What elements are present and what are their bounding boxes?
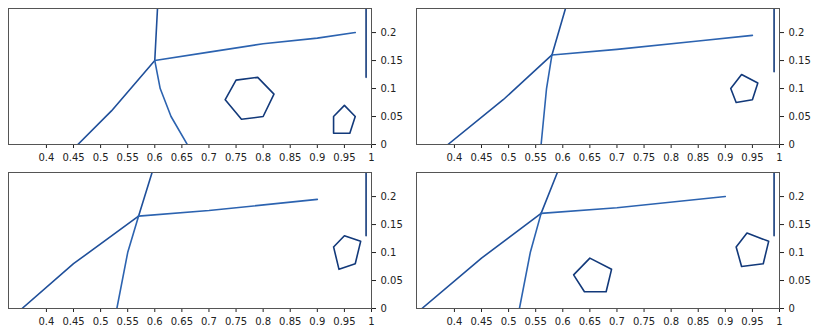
- svg-text:0.7: 0.7: [609, 152, 625, 162]
- svg-text:0.05: 0.05: [789, 275, 811, 286]
- svg-text:0.6: 0.6: [555, 152, 571, 162]
- svg-text:0.2: 0.2: [789, 27, 805, 38]
- svg-text:0.05: 0.05: [381, 275, 403, 286]
- svg-text:0.5: 0.5: [93, 152, 109, 162]
- svg-text:0.2: 0.2: [381, 27, 397, 38]
- svg-text:1: 1: [776, 316, 782, 326]
- svg-text:0.5: 0.5: [93, 316, 109, 326]
- svg-text:0.1: 0.1: [789, 83, 805, 94]
- svg-text:0.65: 0.65: [171, 316, 193, 326]
- svg-text:0.75: 0.75: [225, 316, 247, 326]
- svg-text:0.5: 0.5: [501, 152, 517, 162]
- svg-text:0.55: 0.55: [117, 152, 139, 162]
- svg-text:0.6: 0.6: [147, 152, 163, 162]
- svg-text:0.8: 0.8: [255, 152, 271, 162]
- svg-text:0.7: 0.7: [201, 152, 217, 162]
- svg-text:0.95: 0.95: [741, 152, 763, 162]
- svg-text:0.65: 0.65: [579, 152, 601, 162]
- svg-text:0.55: 0.55: [525, 316, 547, 326]
- svg-text:0.1: 0.1: [381, 247, 397, 258]
- svg-text:0.4: 0.4: [446, 152, 462, 162]
- svg-text:0.1: 0.1: [789, 247, 805, 258]
- svg-text:0.85: 0.85: [687, 152, 709, 162]
- svg-text:0: 0: [789, 139, 795, 150]
- svg-text:0: 0: [381, 139, 387, 150]
- svg-text:0.15: 0.15: [789, 219, 811, 230]
- svg-text:0.05: 0.05: [381, 111, 403, 122]
- svg-text:0.6: 0.6: [147, 316, 163, 326]
- svg-text:1: 1: [776, 152, 782, 162]
- svg-text:0.4: 0.4: [446, 316, 462, 326]
- svg-text:1: 1: [368, 316, 374, 326]
- svg-text:0.65: 0.65: [579, 316, 601, 326]
- svg-text:0: 0: [789, 303, 795, 314]
- svg-text:0.95: 0.95: [333, 316, 355, 326]
- svg-text:0.85: 0.85: [687, 316, 709, 326]
- svg-text:0.9: 0.9: [309, 316, 325, 326]
- svg-text:1: 1: [368, 152, 374, 162]
- svg-text:0.5: 0.5: [501, 316, 517, 326]
- svg-text:0.75: 0.75: [225, 152, 247, 162]
- svg-text:0.45: 0.45: [62, 316, 84, 326]
- svg-text:0.7: 0.7: [201, 316, 217, 326]
- svg-text:0.15: 0.15: [381, 219, 403, 230]
- svg-text:0.85: 0.85: [279, 316, 301, 326]
- svg-text:0.8: 0.8: [663, 316, 679, 326]
- svg-text:0.6: 0.6: [555, 316, 571, 326]
- svg-text:0.95: 0.95: [333, 152, 355, 162]
- svg-text:0.85: 0.85: [279, 152, 301, 162]
- svg-text:0.55: 0.55: [525, 152, 547, 162]
- svg-text:0.05: 0.05: [789, 111, 811, 122]
- svg-text:0.9: 0.9: [717, 152, 733, 162]
- svg-text:0.45: 0.45: [62, 152, 84, 162]
- svg-text:0.15: 0.15: [789, 55, 811, 66]
- svg-text:0.75: 0.75: [633, 152, 655, 162]
- svg-text:0.9: 0.9: [717, 316, 733, 326]
- svg-text:0.65: 0.65: [171, 152, 193, 162]
- svg-text:0.45: 0.45: [470, 152, 492, 162]
- svg-text:0.4: 0.4: [38, 316, 54, 326]
- svg-text:0.15: 0.15: [381, 55, 403, 66]
- svg-text:0.2: 0.2: [381, 191, 397, 202]
- svg-text:0.2: 0.2: [789, 191, 805, 202]
- svg-text:0.9: 0.9: [309, 152, 325, 162]
- svg-text:0.1: 0.1: [381, 83, 397, 94]
- svg-text:0.7: 0.7: [609, 316, 625, 326]
- svg-text:0.55: 0.55: [117, 316, 139, 326]
- svg-text:0: 0: [381, 303, 387, 314]
- svg-text:0.95: 0.95: [741, 316, 763, 326]
- svg-text:0.4: 0.4: [38, 152, 54, 162]
- svg-text:0.75: 0.75: [633, 316, 655, 326]
- svg-text:0.8: 0.8: [663, 152, 679, 162]
- svg-text:0.45: 0.45: [470, 316, 492, 326]
- svg-text:0.8: 0.8: [255, 316, 271, 326]
